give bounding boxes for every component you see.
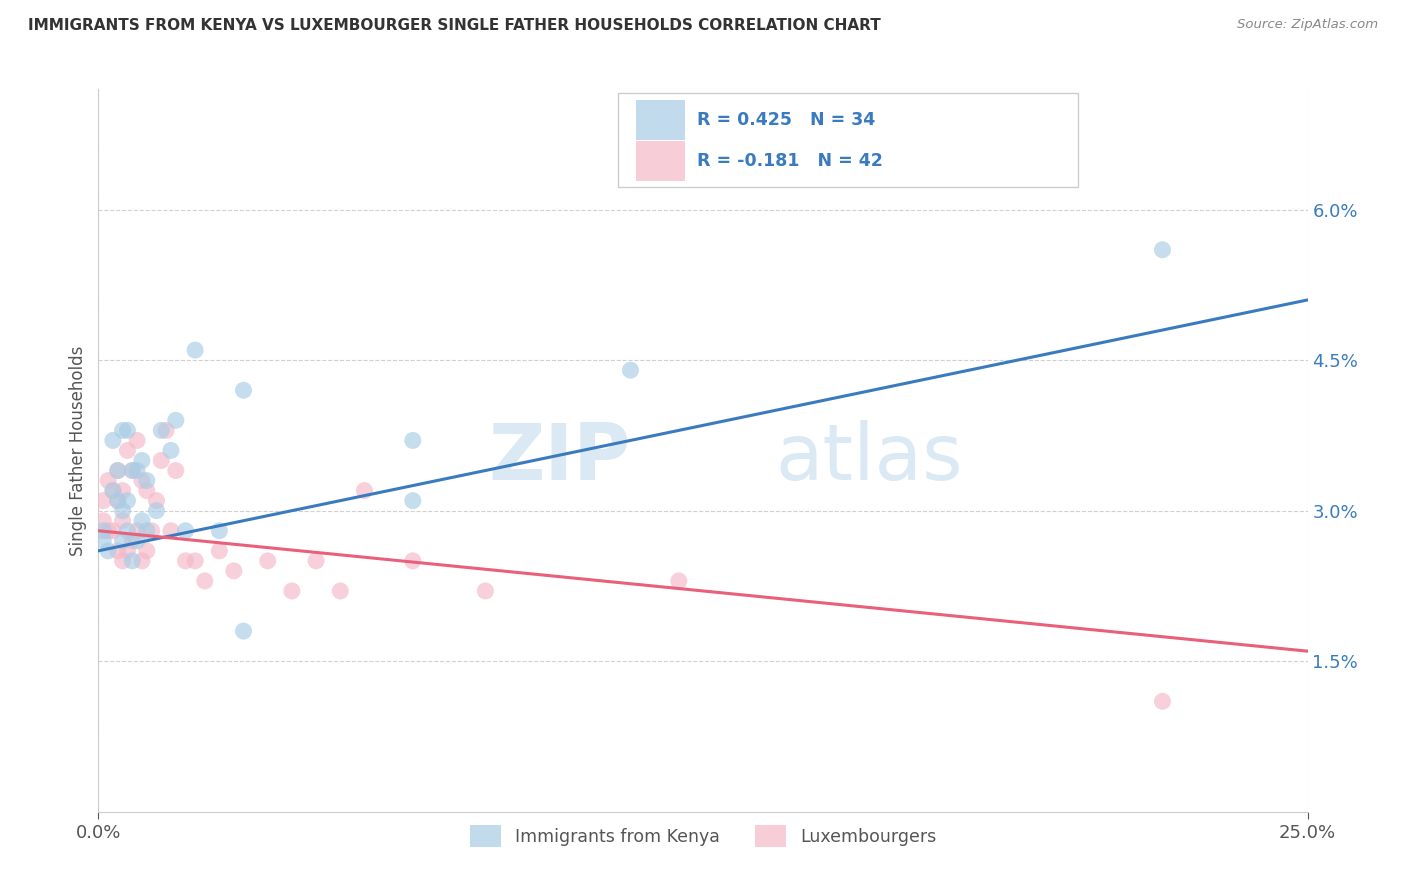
Point <box>91 524 114 538</box>
Point <box>111 554 134 568</box>
Point <box>402 434 425 448</box>
Point <box>184 554 207 568</box>
Point <box>111 503 134 517</box>
Point <box>131 554 153 568</box>
Point <box>281 583 304 598</box>
Point <box>174 554 197 568</box>
Point <box>150 424 173 438</box>
Point <box>111 483 134 498</box>
Point <box>101 483 124 498</box>
Point <box>121 463 143 477</box>
Bar <box>637 100 685 140</box>
Point <box>127 463 149 477</box>
Point <box>117 443 139 458</box>
Point <box>127 524 149 538</box>
Point <box>91 493 114 508</box>
Point <box>135 483 157 498</box>
Legend: Immigrants from Kenya, Luxembourgers: Immigrants from Kenya, Luxembourgers <box>463 819 943 854</box>
Point <box>97 524 120 538</box>
Point <box>117 524 139 538</box>
Point <box>121 533 143 548</box>
Text: ZIP: ZIP <box>488 419 630 496</box>
Point <box>91 514 114 528</box>
Point <box>160 443 183 458</box>
Point <box>141 524 163 538</box>
Point <box>305 554 328 568</box>
Point <box>402 554 425 568</box>
Point <box>1152 243 1174 257</box>
Y-axis label: Single Father Households: Single Father Households <box>69 345 87 556</box>
Point <box>208 543 231 558</box>
Point <box>127 434 149 448</box>
Point <box>208 524 231 538</box>
Point <box>160 524 183 538</box>
Point <box>107 463 129 477</box>
Point <box>165 413 187 427</box>
Point <box>135 524 157 538</box>
Point <box>117 543 139 558</box>
Point <box>131 474 153 488</box>
Point <box>329 583 352 598</box>
Point <box>222 564 245 578</box>
Point <box>155 424 177 438</box>
Point <box>256 554 278 568</box>
Point <box>101 434 124 448</box>
Point <box>145 503 167 517</box>
Point <box>232 384 254 398</box>
Point <box>145 493 167 508</box>
Point <box>111 424 134 438</box>
Point <box>135 543 157 558</box>
Point <box>107 493 129 508</box>
Point <box>184 343 207 357</box>
Point <box>111 533 134 548</box>
Point <box>131 514 153 528</box>
Point <box>97 474 120 488</box>
Point <box>232 624 254 639</box>
Point <box>474 583 496 598</box>
Point <box>135 474 157 488</box>
Point <box>121 463 143 477</box>
Point <box>97 543 120 558</box>
Point <box>117 493 139 508</box>
Point <box>107 493 129 508</box>
Point <box>101 483 124 498</box>
Point <box>111 514 134 528</box>
Text: R = -0.181   N = 42: R = -0.181 N = 42 <box>697 153 883 170</box>
Point <box>165 463 187 477</box>
Point <box>117 424 139 438</box>
Text: Source: ZipAtlas.com: Source: ZipAtlas.com <box>1237 18 1378 31</box>
FancyBboxPatch shape <box>619 93 1078 186</box>
Point <box>101 524 124 538</box>
Point <box>194 574 217 588</box>
Point <box>1152 694 1174 708</box>
Point <box>619 363 641 377</box>
Point <box>353 483 375 498</box>
Point <box>107 463 129 477</box>
Point <box>150 453 173 467</box>
Point <box>131 453 153 467</box>
Text: atlas: atlas <box>776 419 963 496</box>
Text: R = 0.425   N = 34: R = 0.425 N = 34 <box>697 112 875 129</box>
Text: IMMIGRANTS FROM KENYA VS LUXEMBOURGER SINGLE FATHER HOUSEHOLDS CORRELATION CHART: IMMIGRANTS FROM KENYA VS LUXEMBOURGER SI… <box>28 18 882 33</box>
Bar <box>637 141 685 181</box>
Point <box>91 533 114 548</box>
Point <box>107 543 129 558</box>
Point <box>127 533 149 548</box>
Point <box>668 574 690 588</box>
Point <box>402 493 425 508</box>
Point <box>174 524 197 538</box>
Point <box>121 554 143 568</box>
